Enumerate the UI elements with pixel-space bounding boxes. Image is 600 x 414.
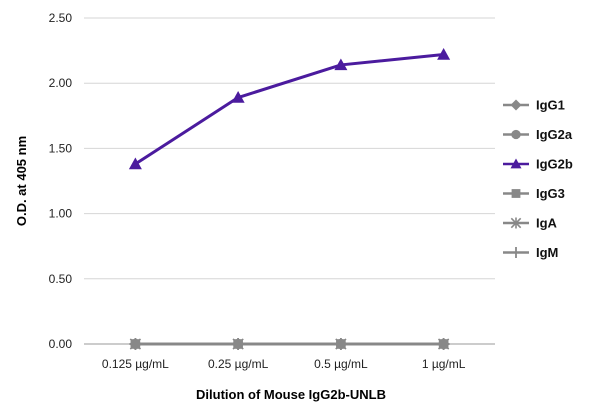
y-tick-label: 0.00 <box>49 337 73 351</box>
legend-item-igg2b: IgG2b <box>503 157 573 172</box>
y-tick-label: 2.00 <box>49 76 73 90</box>
legend-marker-igg1 <box>510 99 522 111</box>
series-layer <box>128 48 451 350</box>
legend-label: IgG3 <box>536 186 565 201</box>
legend-label: IgA <box>536 216 558 231</box>
legend-marker-igg2b <box>510 158 522 169</box>
data-point-igm <box>129 338 142 350</box>
series-line-igg2b <box>134 53 444 166</box>
data-point-igg2b <box>437 48 451 60</box>
x-tick-label: 1 µg/mL <box>422 357 466 371</box>
x-tick-labels: 0.125 µg/mL 0.25 µg/mL 0.5 µg/mL 1 µg/mL <box>102 357 466 371</box>
x-axis-label: Dilution of Mouse IgG2b-UNLB <box>196 387 386 402</box>
y-tick-label: 2.50 <box>49 11 73 25</box>
legend-marker-iga <box>510 217 522 229</box>
data-point-igg2b <box>128 157 142 170</box>
x-tick-label: 0.125 µg/mL <box>102 357 169 371</box>
y-tick-label: 1.50 <box>49 141 73 155</box>
data-point-igm <box>334 338 347 350</box>
legend-item-igg3: IgG3 <box>503 186 565 201</box>
data-point-igm <box>232 338 245 350</box>
legend-marker-igm <box>510 247 522 258</box>
legend: IgG1 IgG2a IgG2b IgG3 IgA IgM <box>503 98 573 260</box>
y-tick-labels: 0.00 0.50 1.00 1.50 2.00 2.50 <box>49 11 73 351</box>
data-point-igg2b <box>334 58 348 71</box>
x-tick-label: 0.25 µg/mL <box>208 357 269 371</box>
legend-label: IgG2b <box>536 157 573 172</box>
legend-marker-igg3 <box>511 189 521 198</box>
legend-label: IgG1 <box>536 98 565 113</box>
series-igm <box>129 338 450 350</box>
legend-item-igm: IgM <box>503 245 558 260</box>
legend-label: IgG2a <box>536 127 573 142</box>
series-igg2b <box>128 48 451 170</box>
y-tick-label: 0.50 <box>49 272 73 286</box>
legend-item-igg2a: IgG2a <box>503 127 573 142</box>
x-tick-label: 0.5 µg/mL <box>314 357 368 371</box>
legend-item-iga: IgA <box>503 216 558 231</box>
data-point-igm <box>437 338 450 350</box>
y-tick-label: 1.00 <box>49 207 73 221</box>
gridlines <box>84 17 495 280</box>
legend-item-igg1: IgG1 <box>503 98 565 113</box>
y-axis-label: O.D. at 405 nm <box>14 136 29 226</box>
legend-marker-igg2a <box>511 129 521 140</box>
data-point-igg2b <box>231 91 245 103</box>
legend-label: IgM <box>536 245 558 260</box>
